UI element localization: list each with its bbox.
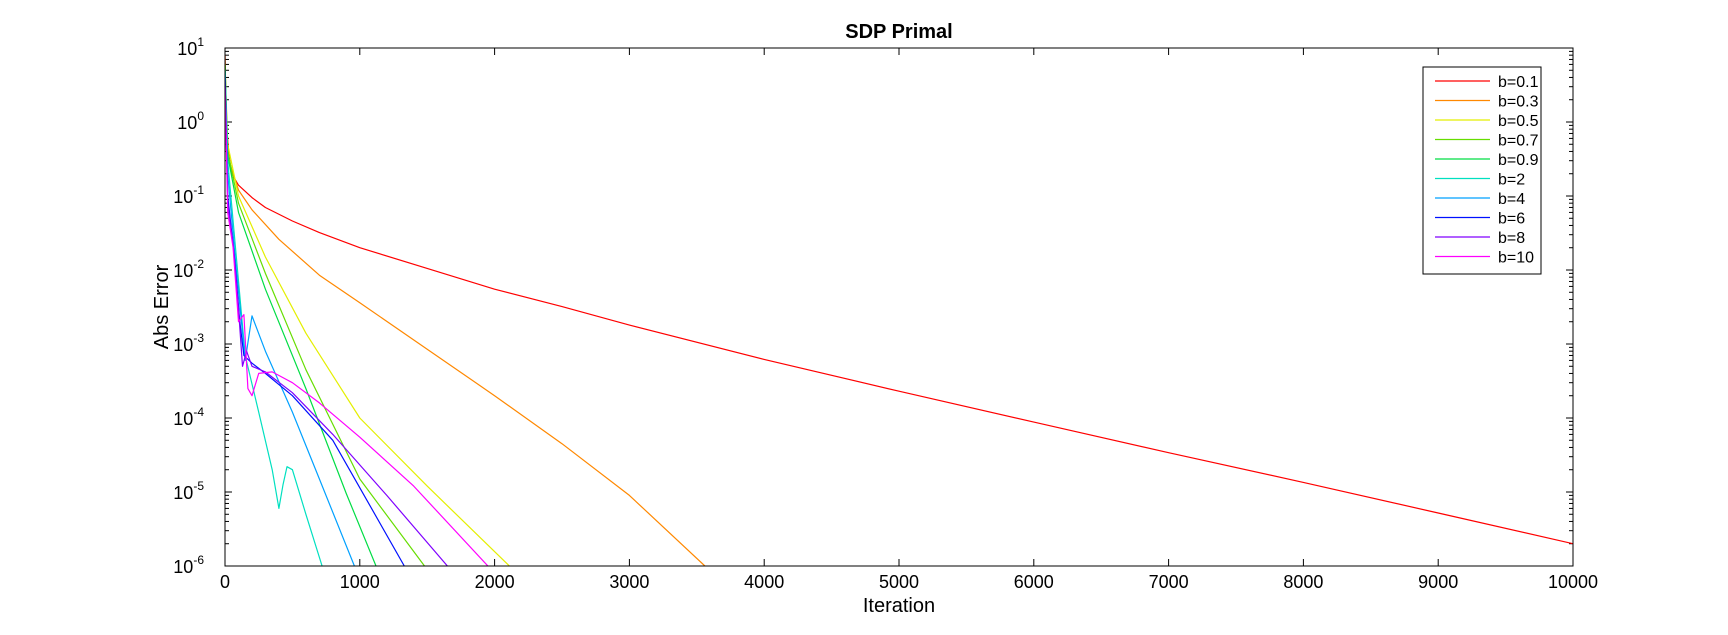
y-tick-label: 100 xyxy=(177,109,204,133)
legend-entry-label: b=6 xyxy=(1498,211,1525,228)
x-tick-label: 2000 xyxy=(475,572,515,592)
legend-entry-label: b=0.7 xyxy=(1498,133,1539,150)
y-tick-exponent: 0 xyxy=(197,109,204,123)
plot-frame xyxy=(224,47,1574,567)
series-layer xyxy=(225,55,1573,566)
y-tick-base: 10 xyxy=(173,483,193,503)
y-tick-exponent: -2 xyxy=(193,257,204,271)
y-tick-exponent: -6 xyxy=(193,553,204,567)
legend-entry-label: b=0.9 xyxy=(1498,152,1539,169)
y-tick-label: 10-1 xyxy=(173,183,204,207)
y-tick-base: 10 xyxy=(173,261,193,281)
legend-entry-label: b=2 xyxy=(1498,172,1525,189)
series-line-b-4 xyxy=(225,70,355,566)
y-tick-label: 10-6 xyxy=(173,553,204,577)
x-tick-label: 0 xyxy=(220,572,230,592)
x-tick-label: 4000 xyxy=(744,572,784,592)
y-tick-base: 10 xyxy=(173,409,193,429)
y-axis-label: Abs Error xyxy=(151,264,173,349)
y-tick-label: 10-3 xyxy=(173,331,204,355)
series-line-b-0-5 xyxy=(225,64,510,566)
x-tick-label: 8000 xyxy=(1283,572,1323,592)
y-tick-base: 10 xyxy=(173,187,193,207)
y-tick-base: 10 xyxy=(173,557,193,577)
legend-entry-label: b=0.3 xyxy=(1498,94,1539,111)
x-axis-label: Iteration xyxy=(863,595,935,617)
legend-entry-label: b=10 xyxy=(1498,250,1534,267)
legend-entry-label: b=8 xyxy=(1498,230,1525,247)
series-line-b-10 xyxy=(225,86,489,566)
y-tick-label: 10-4 xyxy=(173,405,204,429)
x-tick-label: 3000 xyxy=(609,572,649,592)
series-line-b-8 xyxy=(225,81,448,566)
x-tick-label: 7000 xyxy=(1149,572,1189,592)
y-tick-label: 101 xyxy=(177,35,204,59)
y-tick-base: 10 xyxy=(177,39,197,59)
legend: b=0.1 b=0.3 b=0.5 b=0.7 b=0.9 b=2 b=4 b=6 b=8 b=1… xyxy=(1422,66,1542,275)
x-tick-label: 5000 xyxy=(879,572,919,592)
y-tick-exponent: -4 xyxy=(193,405,204,419)
y-tick-exponent: -3 xyxy=(193,331,204,345)
legend-entry-label: b=0.1 xyxy=(1498,74,1539,91)
x-tick-label: 1000 xyxy=(340,572,380,592)
y-tick-label: 10-5 xyxy=(173,479,204,503)
legend-entry-label: b=0.5 xyxy=(1498,113,1539,130)
y-tick-base: 10 xyxy=(177,113,197,133)
chart-title: SDP Primal xyxy=(845,21,952,43)
legend-entry-label: b=4 xyxy=(1498,191,1525,208)
y-tick-exponent: -1 xyxy=(193,183,204,197)
x-tick-label: 6000 xyxy=(1014,572,1054,592)
x-tick-label: 9000 xyxy=(1418,572,1458,592)
x-tick-label: 10000 xyxy=(1548,572,1598,592)
y-tick-base: 10 xyxy=(173,335,193,355)
y-tick-exponent: 1 xyxy=(197,35,204,49)
ticks-layer: 0 1000 2000 3000 4000 5000 6000 7000 8000 9000 100… xyxy=(173,35,1598,592)
legend-box xyxy=(1422,66,1542,275)
y-tick-exponent: -5 xyxy=(193,479,204,493)
y-tick-label: 10-2 xyxy=(173,257,204,281)
series-line-b-2 xyxy=(225,70,323,566)
